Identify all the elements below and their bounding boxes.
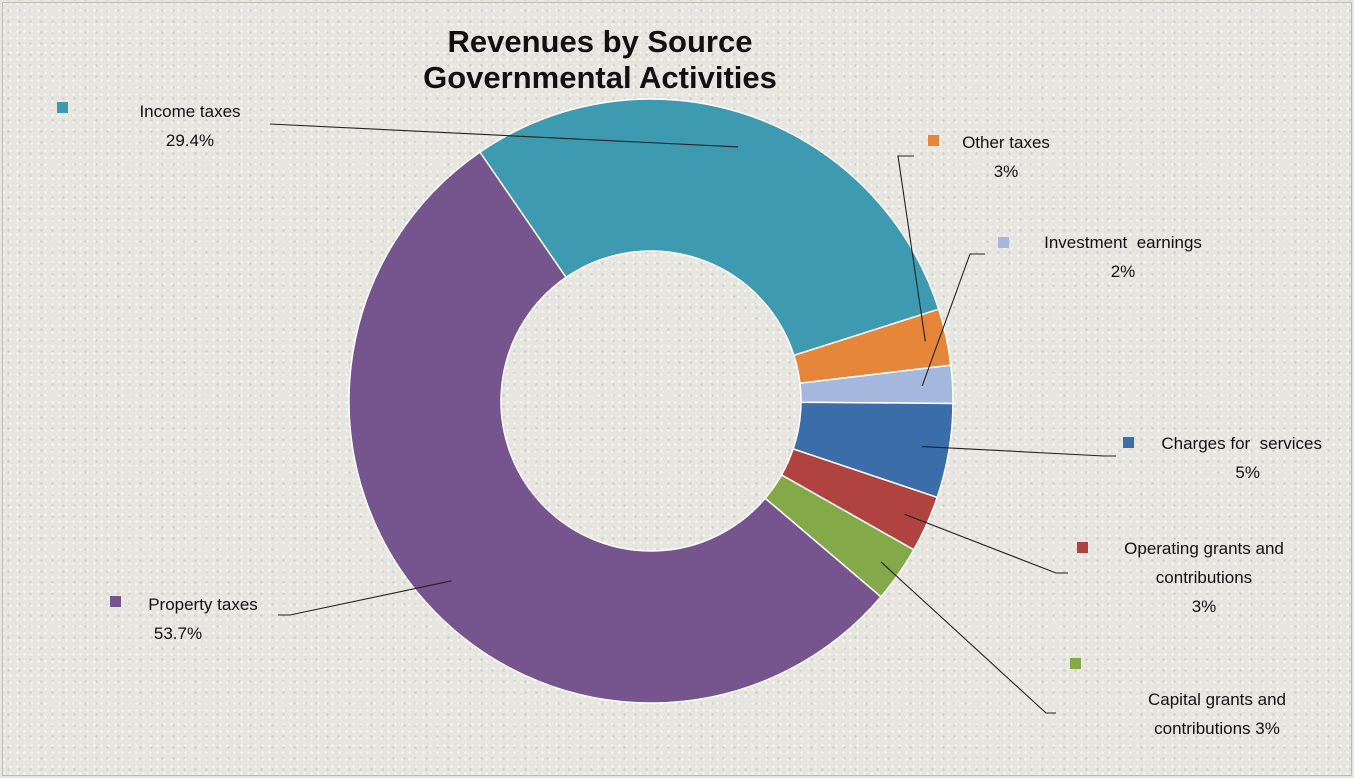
swatch-charges-for-services [1123, 437, 1134, 448]
swatch-investment-earnings [998, 237, 1009, 248]
label-capital-grants-name: Capital grants and contributions [1148, 690, 1286, 738]
label-capital-grants: Capital grants and contributions 3% [1122, 685, 1312, 743]
leader-operating-grants [904, 513, 1068, 574]
swatch-other-taxes [928, 135, 939, 146]
label-charges-for-services-value: 5% [1235, 463, 1260, 482]
label-charges-for-services-name: Charges for services [1161, 434, 1322, 453]
leader-charges-for-services [921, 445, 1116, 457]
label-investment-earnings-value: 2% [1110, 262, 1136, 281]
chart-title: Revenues by Source [447, 24, 753, 59]
slice-income-taxes [478, 98, 940, 357]
leader-capital-grants [880, 561, 1056, 714]
label-operating-grants: Operating grants and contributions 3% [1096, 534, 1312, 621]
label-income-taxes: Income taxes 29.4% [120, 97, 260, 155]
label-charges-for-services: Charges for services 5% [1140, 429, 1322, 487]
leader-other-taxes [897, 155, 926, 342]
label-operating-grants-name: Operating grants and contributions [1124, 539, 1284, 587]
label-income-taxes-value: 29.4% [165, 131, 215, 150]
label-other-taxes-name: Other taxes [962, 133, 1050, 152]
label-capital-grants-value: 3% [1255, 719, 1280, 738]
label-other-taxes-value: 3% [993, 162, 1019, 181]
leader-property-taxes [278, 580, 452, 616]
chart-title-block: Revenues by Source Governmental Activiti… [350, 24, 850, 96]
swatch-income-taxes [57, 102, 68, 113]
leader-investment-earnings [921, 253, 985, 387]
label-investment-earnings: Investment earnings 2% [1016, 228, 1230, 286]
label-property-taxes: Property taxes 53.7% [128, 590, 278, 648]
label-property-taxes-value: 53.7% [153, 624, 203, 643]
swatch-property-taxes [110, 596, 121, 607]
label-investment-earnings-name: Investment earnings [1044, 233, 1202, 252]
label-property-taxes-name: Property taxes [148, 595, 258, 614]
label-operating-grants-value: 3% [1191, 597, 1217, 616]
slice-property-taxes [348, 151, 882, 704]
chart-subtitle: Governmental Activities [423, 60, 777, 95]
leader-income-taxes [269, 123, 739, 148]
label-other-taxes: Other taxes 3% [944, 128, 1068, 186]
swatch-operating-grants [1077, 542, 1088, 553]
label-income-taxes-name: Income taxes [139, 102, 241, 121]
swatch-capital-grants [1070, 658, 1081, 669]
